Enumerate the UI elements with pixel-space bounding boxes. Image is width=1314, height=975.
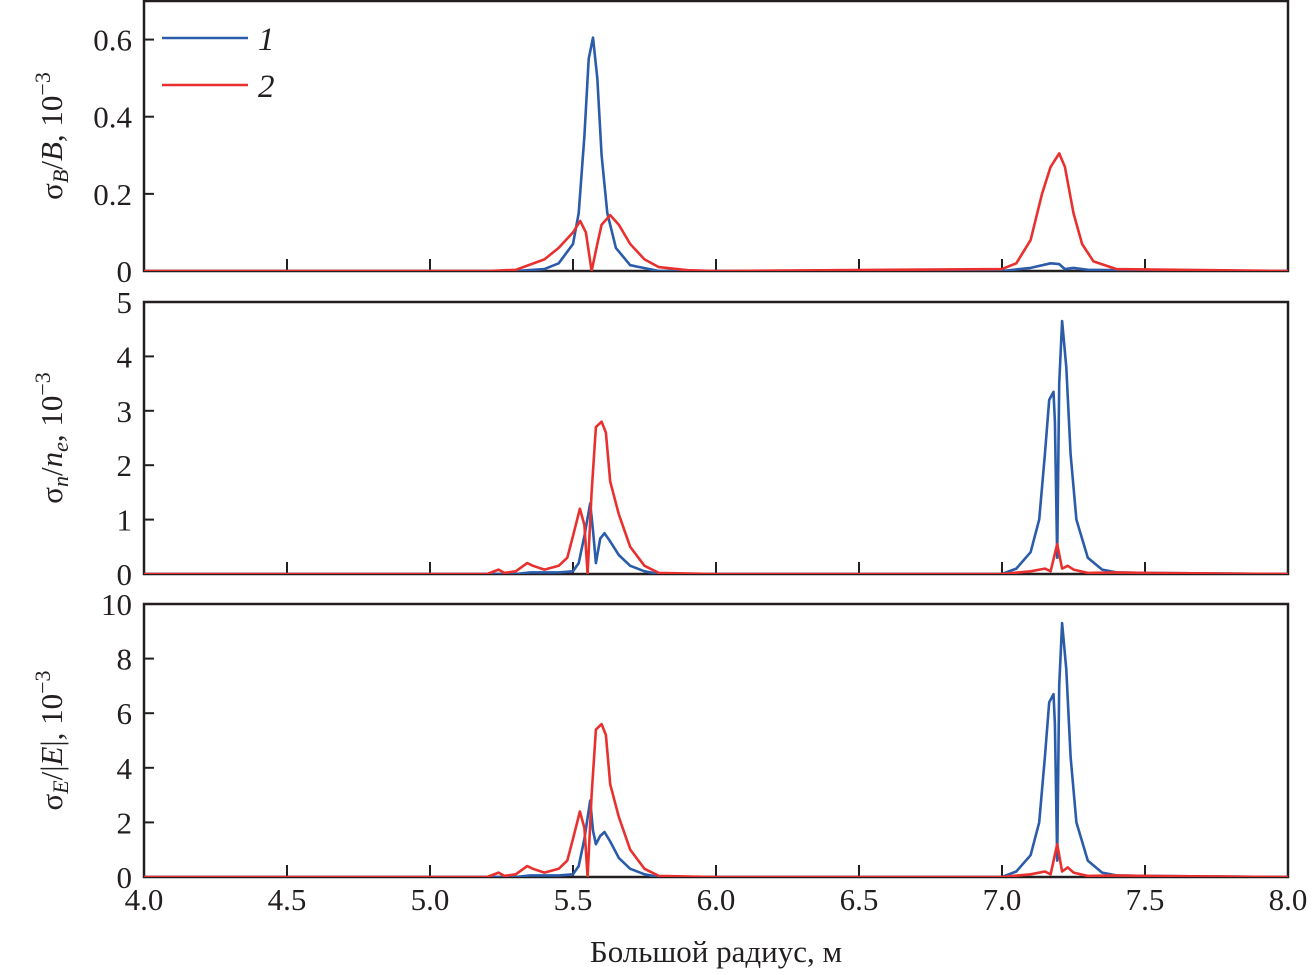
x-tick-label: 4.5 <box>268 882 307 917</box>
panel-1: 0 0.2 0.4 0.6 σB/B, 10−3 1 2 <box>30 0 1290 289</box>
y-axis-label: σB/B, 10−3 <box>30 72 73 200</box>
plot-frame <box>142 602 1290 879</box>
y-tick-label: 6 <box>117 696 133 731</box>
legend-label-2: 2 <box>258 69 275 105</box>
x-tick-label: 5.5 <box>554 882 593 917</box>
x-tick-label: 6.0 <box>697 882 736 917</box>
series-line-2 <box>144 152 1288 271</box>
x-tick-label: 5.0 <box>411 882 450 917</box>
x-tick-label: 8.0 <box>1269 882 1308 917</box>
series-line-2 <box>144 722 1288 877</box>
y-tick-label: 0 <box>117 860 133 895</box>
y-tick-label: 2 <box>117 805 133 840</box>
plot-frame <box>142 300 1290 576</box>
legend-label-1: 1 <box>258 22 275 58</box>
y-tick-label: 2 <box>117 448 133 483</box>
y-tick-label: 10 <box>101 587 132 622</box>
series-line-2 <box>144 420 1288 574</box>
y-tick-label: 0.2 <box>93 177 132 212</box>
y-axis-label: σn/ne, 10−3 <box>30 372 73 504</box>
y-tick-label: 0 <box>117 557 133 592</box>
series-line-1 <box>144 319 1288 574</box>
series-line-1 <box>144 36 1288 271</box>
y-tick-label: 4 <box>117 751 133 786</box>
x-tick-label: 6.5 <box>840 882 879 917</box>
series-line-1 <box>144 621 1288 877</box>
y-tick-label: 3 <box>117 394 133 429</box>
y-tick-label: 8 <box>117 642 133 677</box>
y-tick-label: 1 <box>117 503 133 538</box>
y-tick-label: 0.4 <box>93 100 132 135</box>
x-tick-label: 4.0 <box>125 882 164 917</box>
x-tick-label: 7.0 <box>983 882 1022 917</box>
y-tick-label: 0 <box>117 254 133 289</box>
y-tick-label: 4 <box>117 339 133 374</box>
y-tick-label: 0.6 <box>93 23 132 58</box>
y-tick-label: 5 <box>117 285 133 320</box>
plot-frame <box>142 0 1290 273</box>
panel-2: 0 1 2 3 4 5 σn/ne, 10−3 <box>30 285 1290 592</box>
x-tick-label: 7.5 <box>1126 882 1165 917</box>
x-axis-label: Большой радиус, м <box>590 934 842 969</box>
panel-3: 0 2 4 6 8 10 4.0 4.5 5.0 5.5 6.0 6.5 7.0 7.5 8.0 σE/|E|… <box>30 587 1307 917</box>
y-axis-label: σE/|E|, 10−3 <box>30 670 73 810</box>
